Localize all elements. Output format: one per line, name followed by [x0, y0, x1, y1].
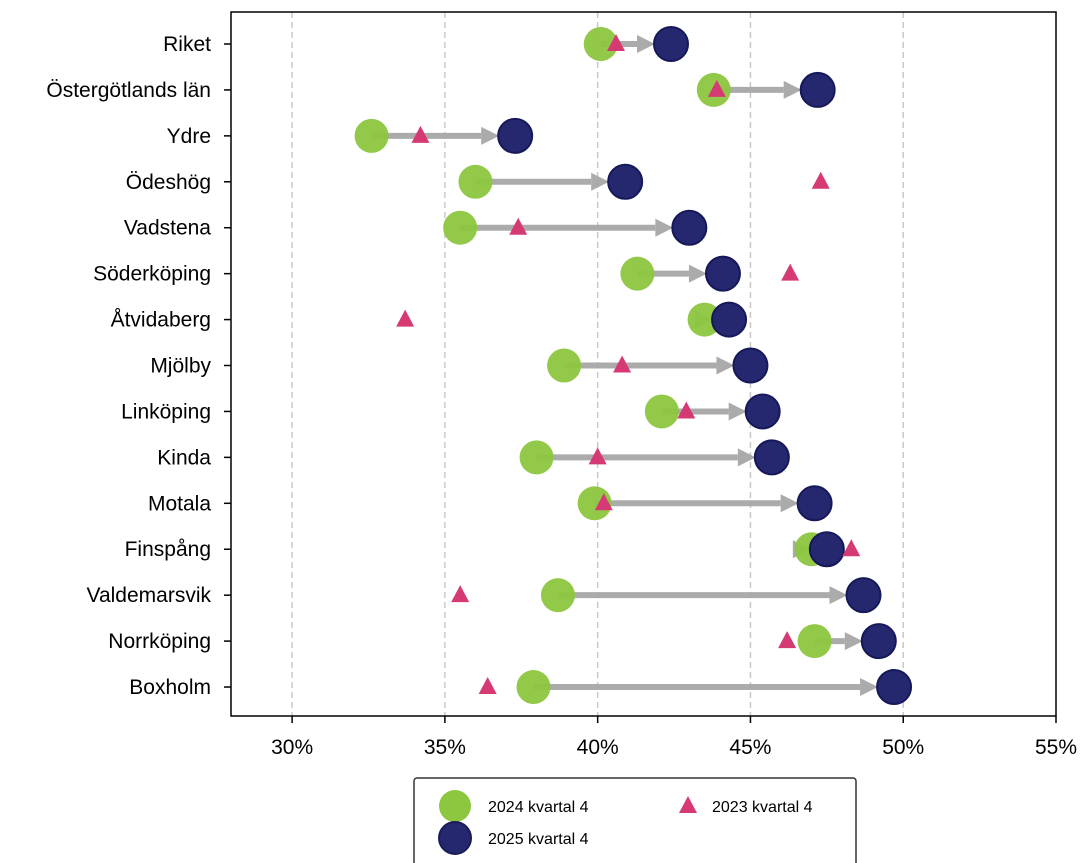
- legend-label-2023: 2023 kvartal 4: [712, 799, 813, 816]
- point-2025-kvartal-4: [860, 623, 897, 660]
- point-2023-kvartal-4: [509, 217, 528, 235]
- change-arrow: [536, 448, 756, 467]
- point-2024-kvartal-4: [687, 302, 722, 337]
- x-tick-label: 30%: [271, 736, 313, 759]
- plot-frame: [230, 11, 1057, 717]
- category-label: Ydre: [167, 125, 211, 148]
- legend: 2024 kvartal 4 2023 kvartal 4 2025 kvart…: [413, 777, 857, 863]
- point-2025-kvartal-4: [497, 117, 534, 154]
- point-2023-kvartal-4: [396, 309, 415, 327]
- legend-label-2025: 2025 kvartal 4: [488, 831, 589, 848]
- point-2025-kvartal-4: [799, 71, 836, 108]
- point-2025-kvartal-4: [845, 577, 882, 614]
- point-2025-kvartal-4: [653, 26, 689, 62]
- category-label: Åtvidaberg: [111, 309, 211, 332]
- point-2023-kvartal-4: [451, 585, 470, 603]
- point-2023-kvartal-4: [778, 631, 797, 649]
- point-2024-kvartal-4: [443, 210, 478, 245]
- point-2023-kvartal-4: [707, 79, 726, 97]
- point-2023-kvartal-4: [811, 171, 830, 189]
- data-points: [354, 26, 913, 706]
- point-2025-kvartal-4: [711, 301, 748, 338]
- point-2024-kvartal-4: [644, 394, 679, 429]
- change-arrow: [371, 126, 500, 145]
- point-2024-kvartal-4: [354, 118, 389, 153]
- point-2024-kvartal-4: [620, 256, 655, 291]
- point-2023-kvartal-4: [842, 539, 861, 557]
- category-label: Norrköping: [108, 630, 211, 653]
- x-tick-label: 55%: [1035, 736, 1077, 759]
- x-axis: 30% 35% 40% 45% 50% 55%: [271, 716, 1077, 759]
- change-arrow: [564, 356, 735, 375]
- point-2024-kvartal-4: [547, 348, 582, 383]
- x-tick-label: 40%: [577, 736, 619, 759]
- category-label: Finspång: [125, 538, 211, 561]
- change-arrow: [475, 172, 610, 191]
- point-2025-kvartal-4: [796, 485, 833, 522]
- point-2023-kvartal-4: [411, 125, 430, 143]
- change-arrow: [533, 678, 879, 697]
- category-label: Boxholm: [129, 676, 211, 699]
- point-2023-kvartal-4: [478, 677, 497, 695]
- category-label: Kinda: [157, 446, 211, 469]
- category-label: Östergötlands län: [46, 79, 211, 102]
- point-2023-kvartal-4: [588, 447, 607, 465]
- legend-marker-2024: [439, 790, 471, 822]
- point-2023-kvartal-4: [677, 401, 696, 419]
- point-2025-kvartal-4: [808, 531, 845, 568]
- legend-marker-2025: [438, 821, 472, 855]
- category-label: Motala: [148, 492, 211, 515]
- point-2025-kvartal-4: [732, 347, 769, 384]
- point-2024-kvartal-4: [519, 440, 554, 475]
- point-2025-kvartal-4: [704, 255, 741, 292]
- point-2023-kvartal-4: [781, 263, 800, 281]
- category-label: Linköping: [121, 400, 211, 423]
- x-tick-label: 50%: [882, 736, 924, 759]
- change-arrow: [594, 494, 799, 513]
- point-2025-kvartal-4: [607, 163, 644, 200]
- legend-frame: [413, 777, 857, 863]
- category-label: Riket: [163, 33, 211, 56]
- point-2024-kvartal-4: [516, 670, 551, 705]
- change-arrow: [460, 218, 674, 237]
- legend-marker-2023: [679, 796, 697, 813]
- category-axis: Riket Östergötlands län Ydre Ödeshög Vadsten…: [46, 33, 231, 699]
- change-arrow: [557, 586, 848, 605]
- point-2024-kvartal-4: [797, 624, 832, 659]
- point-2025-kvartal-4: [671, 209, 708, 246]
- legend-label-2024: 2024 kvartal 4: [488, 799, 589, 816]
- x-tick-label: 45%: [729, 736, 771, 759]
- category-label: Söderköping: [93, 263, 211, 286]
- point-2023-kvartal-4: [613, 355, 632, 373]
- point-2023-kvartal-4: [594, 493, 613, 511]
- category-label: Ödeshög: [126, 171, 211, 194]
- category-label: Mjölby: [150, 355, 211, 378]
- x-tick-label: 35%: [424, 736, 466, 759]
- point-2025-kvartal-4: [744, 393, 781, 430]
- point-2024-kvartal-4: [583, 27, 618, 61]
- point-2025-kvartal-4: [753, 439, 790, 476]
- category-label: Valdemarsvik: [87, 584, 212, 607]
- point-2024-kvartal-4: [540, 578, 575, 613]
- category-label: Vadstena: [124, 217, 211, 240]
- point-2025-kvartal-4: [876, 669, 913, 706]
- point-2023-kvartal-4: [607, 34, 625, 51]
- point-2024-kvartal-4: [458, 164, 493, 199]
